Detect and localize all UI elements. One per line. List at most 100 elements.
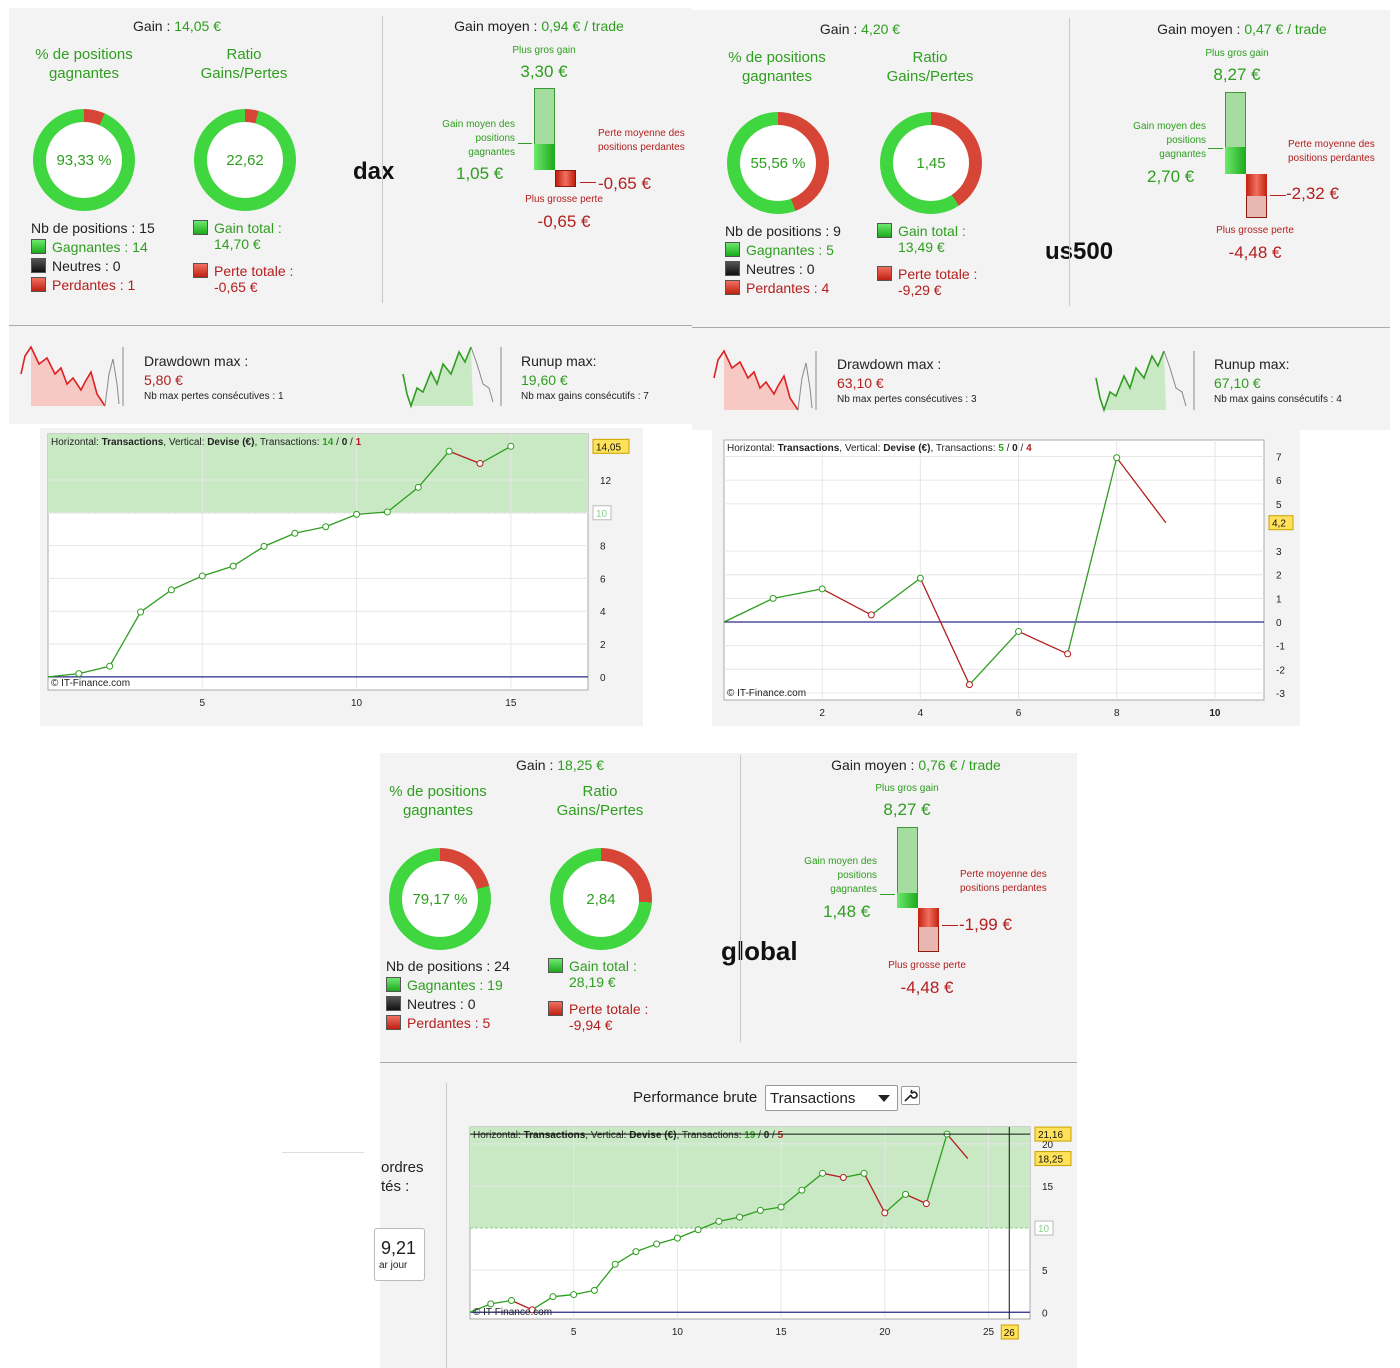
- y-tick-label: 2: [600, 640, 606, 651]
- series-segment: [635, 1243, 657, 1253]
- wrench-button[interactable]: [901, 1086, 920, 1105]
- nb-positions: Nb de positions : 9: [725, 223, 841, 239]
- header-part: Devise (€): [207, 437, 254, 448]
- gain-moyen-label: Gain moyen :: [831, 757, 915, 773]
- dax-equity-chart[interactable]: 02468101251015Horizontal: Transactions, …: [40, 428, 643, 726]
- perte-moyenne-label: Perte moyenne des positions perdantes: [598, 128, 685, 153]
- copyright-label: © IT-Finance.com: [51, 678, 130, 689]
- partial-value-box: [374, 1228, 425, 1281]
- ref-tag: 10: [592, 505, 612, 521]
- header-part: Transactions: [778, 443, 840, 454]
- header-part: 4: [1026, 443, 1032, 454]
- series-segment: [387, 486, 419, 513]
- data-point: [549, 1293, 557, 1301]
- partial-tes-label: tés :: [381, 1178, 410, 1195]
- series-segment: [772, 588, 823, 600]
- x-tick-label: 15: [776, 1327, 788, 1338]
- series-segment: [47, 672, 79, 678]
- drawdown-sparkline-icon: [20, 345, 124, 407]
- series-segment: [479, 445, 512, 465]
- data-point: [736, 1213, 744, 1221]
- data-point: [291, 529, 299, 537]
- data-point: [839, 1174, 847, 1182]
- wrench-icon: [904, 1089, 918, 1102]
- y-tick-label: 0: [1276, 618, 1282, 629]
- ref-tag: 10: [1034, 1220, 1054, 1236]
- neutral-count: Neutres : 0: [386, 996, 475, 1012]
- divider: [282, 1152, 364, 1153]
- arrow-right-icon: [880, 894, 895, 895]
- header-part: /: [1004, 443, 1012, 454]
- gain-moyen: Gain moyen : 0,94 € / trade: [389, 18, 689, 34]
- ratio-value: 22,62: [207, 122, 283, 198]
- header-part: , Vertical:: [585, 1130, 629, 1141]
- runup-label: Runup max:: [521, 353, 597, 369]
- green-square-icon: [193, 220, 208, 235]
- data-point: [756, 1206, 764, 1214]
- y-tick-label: 7: [1276, 453, 1282, 464]
- gain-total: Gain total :13,49 €: [877, 223, 966, 255]
- data-point: [75, 670, 83, 678]
- copyright-label: © IT-Finance.com: [473, 1307, 552, 1318]
- perte-totale-label: Perte totale :: [214, 263, 294, 279]
- header-part: Horizontal:: [51, 437, 102, 448]
- series-segment: [294, 526, 326, 534]
- gain-moyen-pos-value: 2,70 €: [1147, 167, 1195, 186]
- series-segment: [677, 1229, 699, 1239]
- series-segment: [780, 1189, 803, 1208]
- cursor-tag-box: [1000, 1324, 1019, 1340]
- separator: [692, 327, 1390, 328]
- y-tick-label: -1: [1276, 642, 1285, 653]
- copyright-label: © IT-Finance.com: [727, 688, 806, 699]
- data-point: [611, 1260, 619, 1268]
- winning-count: Gagnantes : 5: [725, 242, 834, 258]
- win-pct-value: 79,17 %: [402, 861, 478, 937]
- series-segment: [843, 1172, 865, 1179]
- performance-select-value: Transactions: [770, 1090, 856, 1107]
- avg-gain-bar: [1225, 147, 1246, 174]
- dax-gain: Gain : 14,05 €: [9, 18, 345, 34]
- perte-moyenne-label: Perte moyenne des positions perdantes: [960, 869, 1047, 894]
- gain-moyen-pos-label: Gain moyen des positions gagnantes: [1133, 121, 1206, 160]
- gain-moyen-label: Gain moyen :: [454, 18, 538, 34]
- data-point: [653, 1240, 661, 1248]
- plus-grosse-perte-label: Plus grosse perte: [525, 194, 603, 205]
- y-tick-label: -2: [1276, 665, 1285, 676]
- ref-tag-text: 10: [1038, 1224, 1050, 1235]
- series-segment: [739, 1209, 761, 1218]
- perte-totale-label: Perte totale :: [569, 1001, 649, 1017]
- red-square-icon: [725, 280, 740, 295]
- winning-count: Gagnantes : 14: [31, 239, 148, 255]
- data-point: [590, 1286, 598, 1294]
- y-tick-label: 1: [1276, 594, 1282, 605]
- data-point: [965, 681, 973, 689]
- x-tick-label: 5: [571, 1327, 577, 1338]
- gain-total: Gain total :14,70 €: [193, 220, 282, 252]
- series-segment: [448, 450, 481, 465]
- black-square-icon: [725, 261, 740, 276]
- header-part: , Transactions:: [254, 437, 322, 448]
- plot-area: [723, 439, 1265, 701]
- cursor-tag: 26: [1000, 1324, 1019, 1340]
- data-point: [570, 1291, 578, 1299]
- plus-gros-gain-value: 8,27 €: [883, 800, 931, 819]
- x-tick-label: 20: [879, 1327, 891, 1338]
- series-segment: [490, 1299, 512, 1305]
- data-point: [769, 594, 777, 602]
- data-point: [198, 572, 206, 580]
- red-square-icon: [386, 1015, 401, 1030]
- ratio-title: Ratio Gains/Pertes: [200, 46, 288, 82]
- us500-equity-chart[interactable]: -3 -2 -1 0 1 2 3 5 6 7 2 4 6 8 10 Horizontal: Transacti…: [712, 430, 1300, 726]
- performance-select[interactable]: Transactions: [765, 1085, 898, 1111]
- chevron-down-icon: [878, 1095, 890, 1102]
- x-tick-label: 4: [918, 708, 924, 719]
- plus-grosse-perte-value: -4,48 €: [900, 978, 954, 997]
- runup-sub: Nb max gains consécutifs : 7: [521, 391, 649, 402]
- data-point: [777, 1203, 785, 1211]
- gain-total-value: 13,49 €: [898, 239, 945, 255]
- partial-value: 9,21: [381, 1238, 417, 1258]
- header-part: 19: [744, 1130, 756, 1141]
- y-tick-label: 8: [600, 542, 606, 553]
- value-tag-text: 4,2: [1272, 519, 1286, 530]
